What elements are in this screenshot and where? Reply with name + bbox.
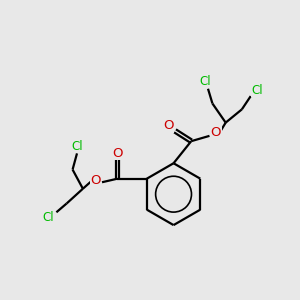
Text: Cl: Cl: [42, 211, 54, 224]
Text: O: O: [211, 126, 221, 139]
Text: O: O: [90, 174, 101, 187]
Text: Cl: Cl: [251, 84, 263, 97]
Text: O: O: [112, 147, 123, 160]
Text: O: O: [163, 119, 174, 132]
Text: Cl: Cl: [200, 75, 212, 88]
Text: Cl: Cl: [71, 140, 83, 152]
